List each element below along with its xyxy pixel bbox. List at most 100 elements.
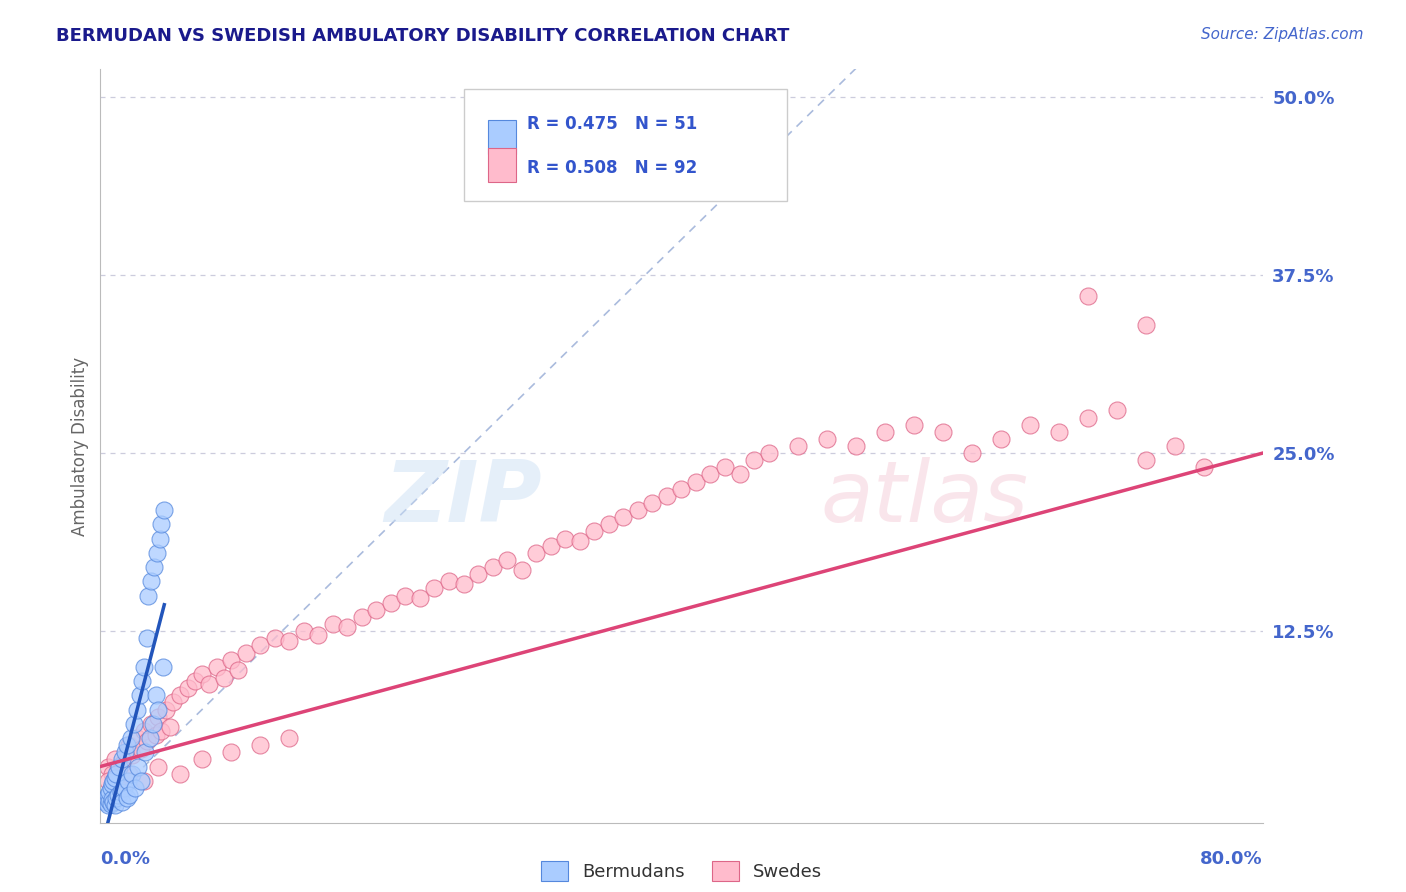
Point — [108, 759, 131, 773]
Point — [110, 785, 132, 799]
Point — [540, 539, 562, 553]
Point — [786, 439, 808, 453]
Point — [132, 723, 155, 738]
Point — [1164, 439, 1187, 453]
Point — [159, 720, 181, 734]
Point — [134, 745, 156, 759]
Point — [1194, 460, 1216, 475]
Text: R = 0.508   N = 92: R = 0.508 N = 92 — [527, 159, 697, 177]
Point — [278, 731, 301, 745]
Point — [685, 475, 707, 489]
Text: ZIP: ZIP — [384, 458, 541, 541]
Point — [263, 632, 285, 646]
Point — [149, 532, 172, 546]
Point — [1135, 453, 1157, 467]
Point — [142, 716, 165, 731]
Point — [115, 790, 138, 805]
Point — [758, 446, 780, 460]
Text: R = 0.475   N = 51: R = 0.475 N = 51 — [527, 115, 697, 134]
Point — [120, 731, 142, 745]
Point — [932, 425, 955, 439]
Point — [960, 446, 983, 460]
Point — [169, 766, 191, 780]
Point — [481, 560, 503, 574]
Text: 80.0%: 80.0% — [1199, 850, 1263, 868]
Point — [96, 790, 118, 805]
Point — [153, 503, 176, 517]
Point — [1107, 403, 1129, 417]
Point — [141, 716, 163, 731]
Point — [437, 574, 460, 589]
Point — [219, 653, 242, 667]
Point — [145, 728, 167, 742]
Text: Source: ZipAtlas.com: Source: ZipAtlas.com — [1201, 27, 1364, 42]
Point — [111, 752, 134, 766]
Point — [350, 610, 373, 624]
Text: atlas: atlas — [821, 458, 1029, 541]
Point — [100, 780, 122, 795]
Point — [145, 688, 167, 702]
Point — [467, 567, 489, 582]
Point — [380, 596, 402, 610]
Point — [118, 766, 141, 780]
Point — [111, 756, 134, 771]
Point — [121, 748, 143, 763]
Point — [141, 574, 163, 589]
Point — [228, 663, 250, 677]
Point — [104, 752, 127, 766]
Point — [118, 788, 141, 802]
Point — [107, 763, 129, 777]
Point — [510, 563, 533, 577]
Point — [136, 589, 159, 603]
Legend: Bermudans, Swedes: Bermudans, Swedes — [531, 852, 831, 890]
Point — [671, 482, 693, 496]
Point — [118, 738, 141, 752]
Point — [336, 620, 359, 634]
Point — [155, 702, 177, 716]
Point — [146, 546, 169, 560]
Point — [98, 785, 121, 799]
Point — [990, 432, 1012, 446]
Point — [524, 546, 547, 560]
Point — [111, 795, 134, 809]
Point — [453, 577, 475, 591]
Point — [627, 503, 650, 517]
Point — [132, 773, 155, 788]
Point — [815, 432, 838, 446]
Point — [699, 467, 721, 482]
Point — [554, 532, 576, 546]
Point — [125, 731, 148, 745]
Point — [135, 734, 157, 748]
Point — [129, 773, 152, 788]
Point — [409, 591, 432, 606]
Point — [128, 688, 150, 702]
Point — [903, 417, 925, 432]
Point — [1077, 289, 1099, 303]
Point — [198, 677, 221, 691]
Point — [612, 510, 634, 524]
Point — [132, 660, 155, 674]
Point — [148, 759, 170, 773]
Point — [568, 534, 591, 549]
Point — [115, 745, 138, 759]
Point — [714, 460, 737, 475]
Point — [148, 709, 170, 723]
Point — [103, 795, 125, 809]
Point — [100, 797, 122, 811]
Point — [728, 467, 751, 482]
Point — [191, 667, 214, 681]
Point — [129, 742, 152, 756]
Point — [1019, 417, 1042, 432]
Point — [124, 780, 146, 795]
Point — [249, 639, 271, 653]
Point — [394, 589, 416, 603]
Point — [655, 489, 678, 503]
Text: 0.0%: 0.0% — [100, 850, 150, 868]
Point — [104, 797, 127, 812]
Point — [97, 788, 120, 802]
Point — [105, 766, 128, 780]
Point — [873, 425, 896, 439]
Point — [1047, 425, 1070, 439]
Point — [97, 773, 120, 788]
Point — [150, 517, 173, 532]
